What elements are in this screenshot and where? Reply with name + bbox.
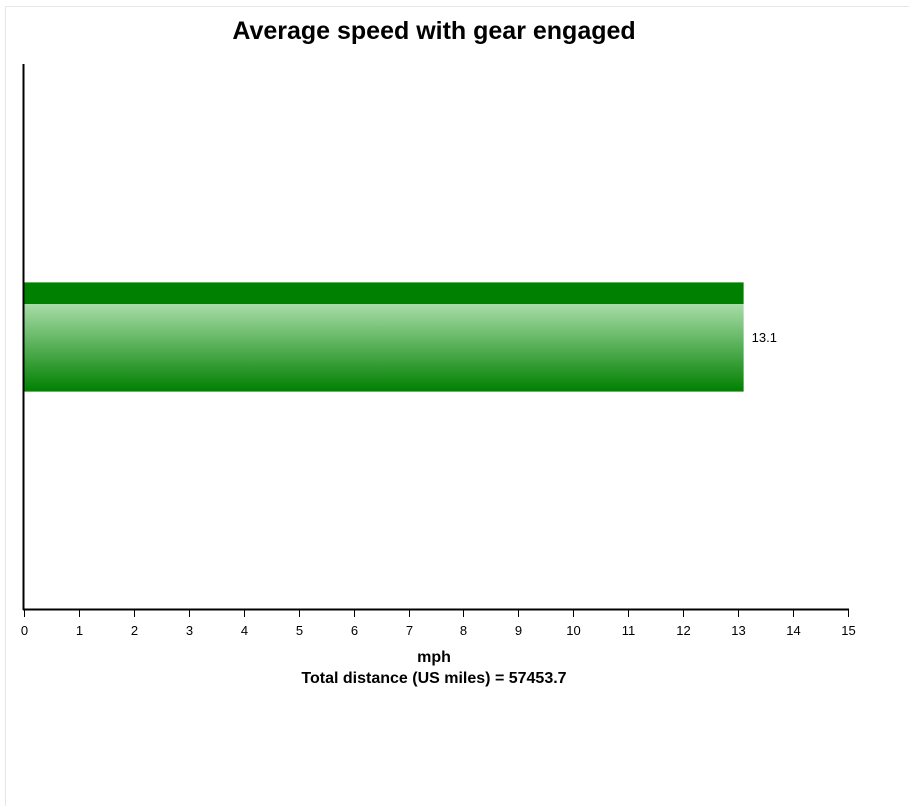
x-tick-label: 9 [515, 623, 522, 638]
x-axis-label: mph [417, 649, 451, 666]
x-tick-label: 4 [241, 623, 248, 638]
x-tick-label: 6 [351, 623, 358, 638]
x-tick-label: 5 [296, 623, 303, 638]
bar [24, 282, 744, 392]
x-tick-label: 0 [21, 623, 28, 638]
chart-title: Average speed with gear engaged [232, 17, 635, 45]
x-tick-label: 14 [786, 623, 800, 638]
x-tick-label: 11 [622, 623, 636, 638]
x-tick-label: 8 [460, 623, 467, 638]
chart-frame [5, 6, 909, 806]
x-tick-label: 1 [76, 623, 83, 638]
bar-group [24, 282, 744, 392]
x-tick-label: 7 [406, 623, 413, 638]
x-tick-label: 10 [566, 623, 580, 638]
x-tick-label: 13 [731, 623, 745, 638]
chart-subtitle: Total distance (US miles) = 57453.7 [301, 670, 566, 687]
x-tick-label: 15 [841, 623, 855, 638]
x-tick-label: 3 [186, 623, 193, 638]
x-tick-label: 12 [676, 623, 690, 638]
x-axis-ticks: 0 1 2 3 4 5 6 7 8 9 10 11 12 13 14 15 [21, 610, 856, 638]
value-label-group: 13.1 [752, 330, 777, 345]
x-tick-label: 2 [131, 623, 138, 638]
bar-value-label: 13.1 [752, 330, 777, 345]
